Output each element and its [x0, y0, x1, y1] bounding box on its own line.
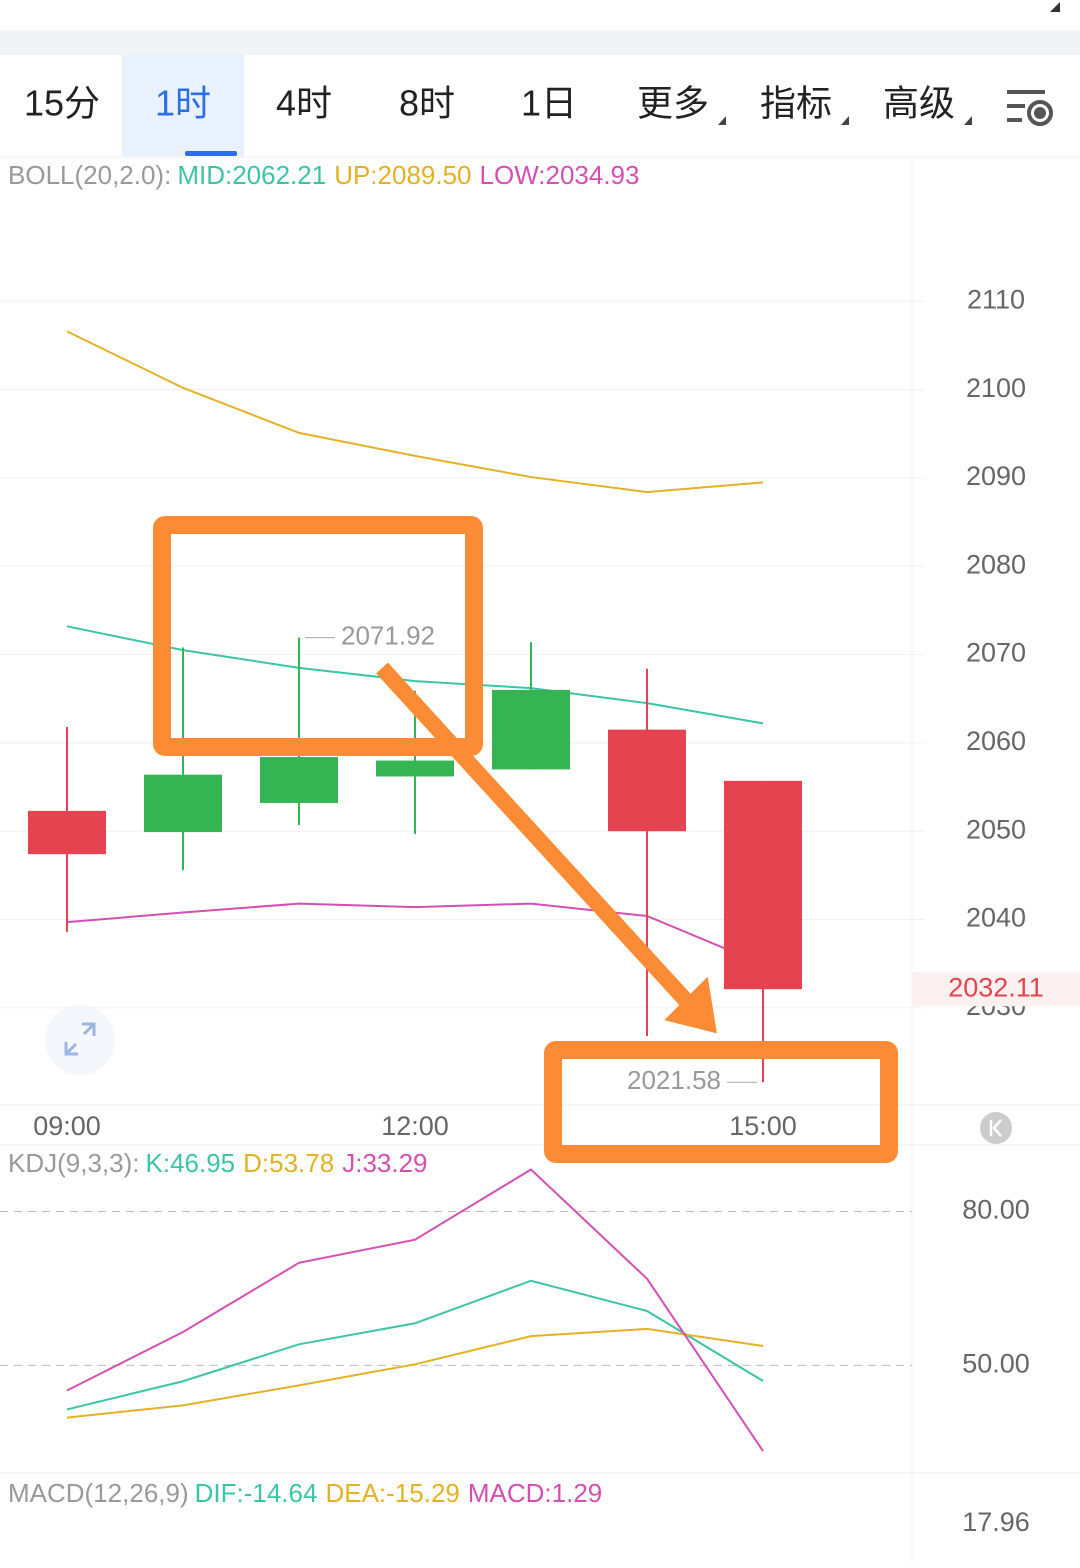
candle-body: [492, 689, 570, 770]
tab[interactable]: 指标: [760, 83, 832, 124]
candle-body: [724, 780, 802, 990]
min-label: 2021.58: [627, 1065, 721, 1095]
x-tick-label: 12:00: [381, 1111, 449, 1141]
legend-entry: LOW:2034.93: [480, 160, 640, 190]
legend-entry: MACD:1.29: [468, 1478, 602, 1508]
tab[interactable]: 1日: [521, 83, 577, 124]
legend-entry: D:53.78: [243, 1148, 334, 1178]
annotation: [544, 1041, 898, 1163]
indicator-title: KDJ(9,3,3):: [8, 1148, 140, 1178]
y-tick-label: 2060: [966, 726, 1026, 756]
tab[interactable]: 15分: [24, 83, 100, 124]
scroll-end-icon: [989, 1119, 1002, 1137]
expand-button[interactable]: [45, 1005, 115, 1075]
tab-active-bg: [122, 55, 244, 156]
tab[interactable]: 高级: [883, 83, 955, 124]
legend-entry: DEA:-15.29: [325, 1478, 459, 1508]
candle-body: [144, 774, 222, 833]
legend-entry: J:33.29: [342, 1148, 427, 1178]
x-tick-label: 09:00: [33, 1111, 101, 1141]
x-tick-label: 15:00: [729, 1111, 797, 1141]
candle-body: [608, 729, 686, 832]
tab-underline: [185, 151, 237, 156]
corner-icon: [1050, 2, 1060, 12]
dropdown-caret: [841, 116, 849, 125]
last-price-bg: [912, 972, 1080, 1007]
last-price-label: 2032.11: [948, 972, 1044, 1002]
indicator-line: [66, 330, 764, 494]
indicator-line: [66, 1279, 764, 1411]
legend-entry: K:46.95: [146, 1148, 236, 1178]
indicator-line: [66, 1327, 764, 1419]
tab[interactable]: 4时: [276, 83, 332, 124]
y-tick-label: 2100: [966, 373, 1026, 403]
candle-body: [260, 757, 338, 803]
legend-entry: UP:2089.50: [334, 160, 471, 190]
expand-icon: [64, 1022, 96, 1056]
indicator-title: MACD(12,26,9): [8, 1478, 189, 1508]
y-tick-label: 50.00: [962, 1348, 1030, 1378]
y-tick-label: 2050: [966, 814, 1026, 844]
annotation: [153, 516, 483, 756]
y-tick-label: 2090: [966, 461, 1026, 491]
scroll-end-button[interactable]: [980, 1112, 1012, 1144]
legend-entry: DIF:-14.64: [195, 1478, 318, 1508]
y-tick-label: 2070: [966, 638, 1026, 668]
indicator-line: [66, 1168, 764, 1452]
legend-entry: MID:2062.21: [177, 160, 326, 190]
annotation: [664, 976, 717, 1034]
candle-body: [28, 810, 106, 855]
tab[interactable]: 更多: [637, 83, 709, 124]
settings-icon[interactable]: [1007, 90, 1053, 126]
tab[interactable]: 8时: [399, 83, 455, 124]
candle-body: [376, 760, 454, 777]
dropdown-caret: [718, 116, 726, 125]
y-tick-label: 2040: [966, 903, 1026, 933]
max-label: 2071.92: [341, 620, 435, 650]
dropdown-caret: [964, 116, 972, 125]
y-tick-label: 2110: [967, 284, 1025, 314]
y-tick-label: 80.00: [962, 1195, 1030, 1225]
indicator-title: BOLL(20,2.0):: [8, 160, 171, 190]
annotation: [376, 662, 696, 1011]
top-band: [0, 30, 1080, 55]
tab[interactable]: 1时: [155, 83, 211, 124]
y-tick-label: 17.96: [962, 1507, 1030, 1537]
y-tick-label: 2080: [966, 549, 1026, 579]
indicator-line: [66, 902, 764, 966]
